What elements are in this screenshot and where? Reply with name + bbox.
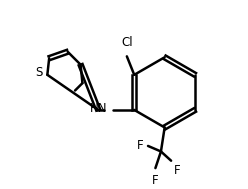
Text: F: F [137,139,143,153]
Text: F: F [174,164,181,177]
Text: F: F [152,174,159,187]
Text: Cl: Cl [121,36,133,49]
Text: S: S [35,67,43,79]
Text: HN: HN [90,102,107,115]
